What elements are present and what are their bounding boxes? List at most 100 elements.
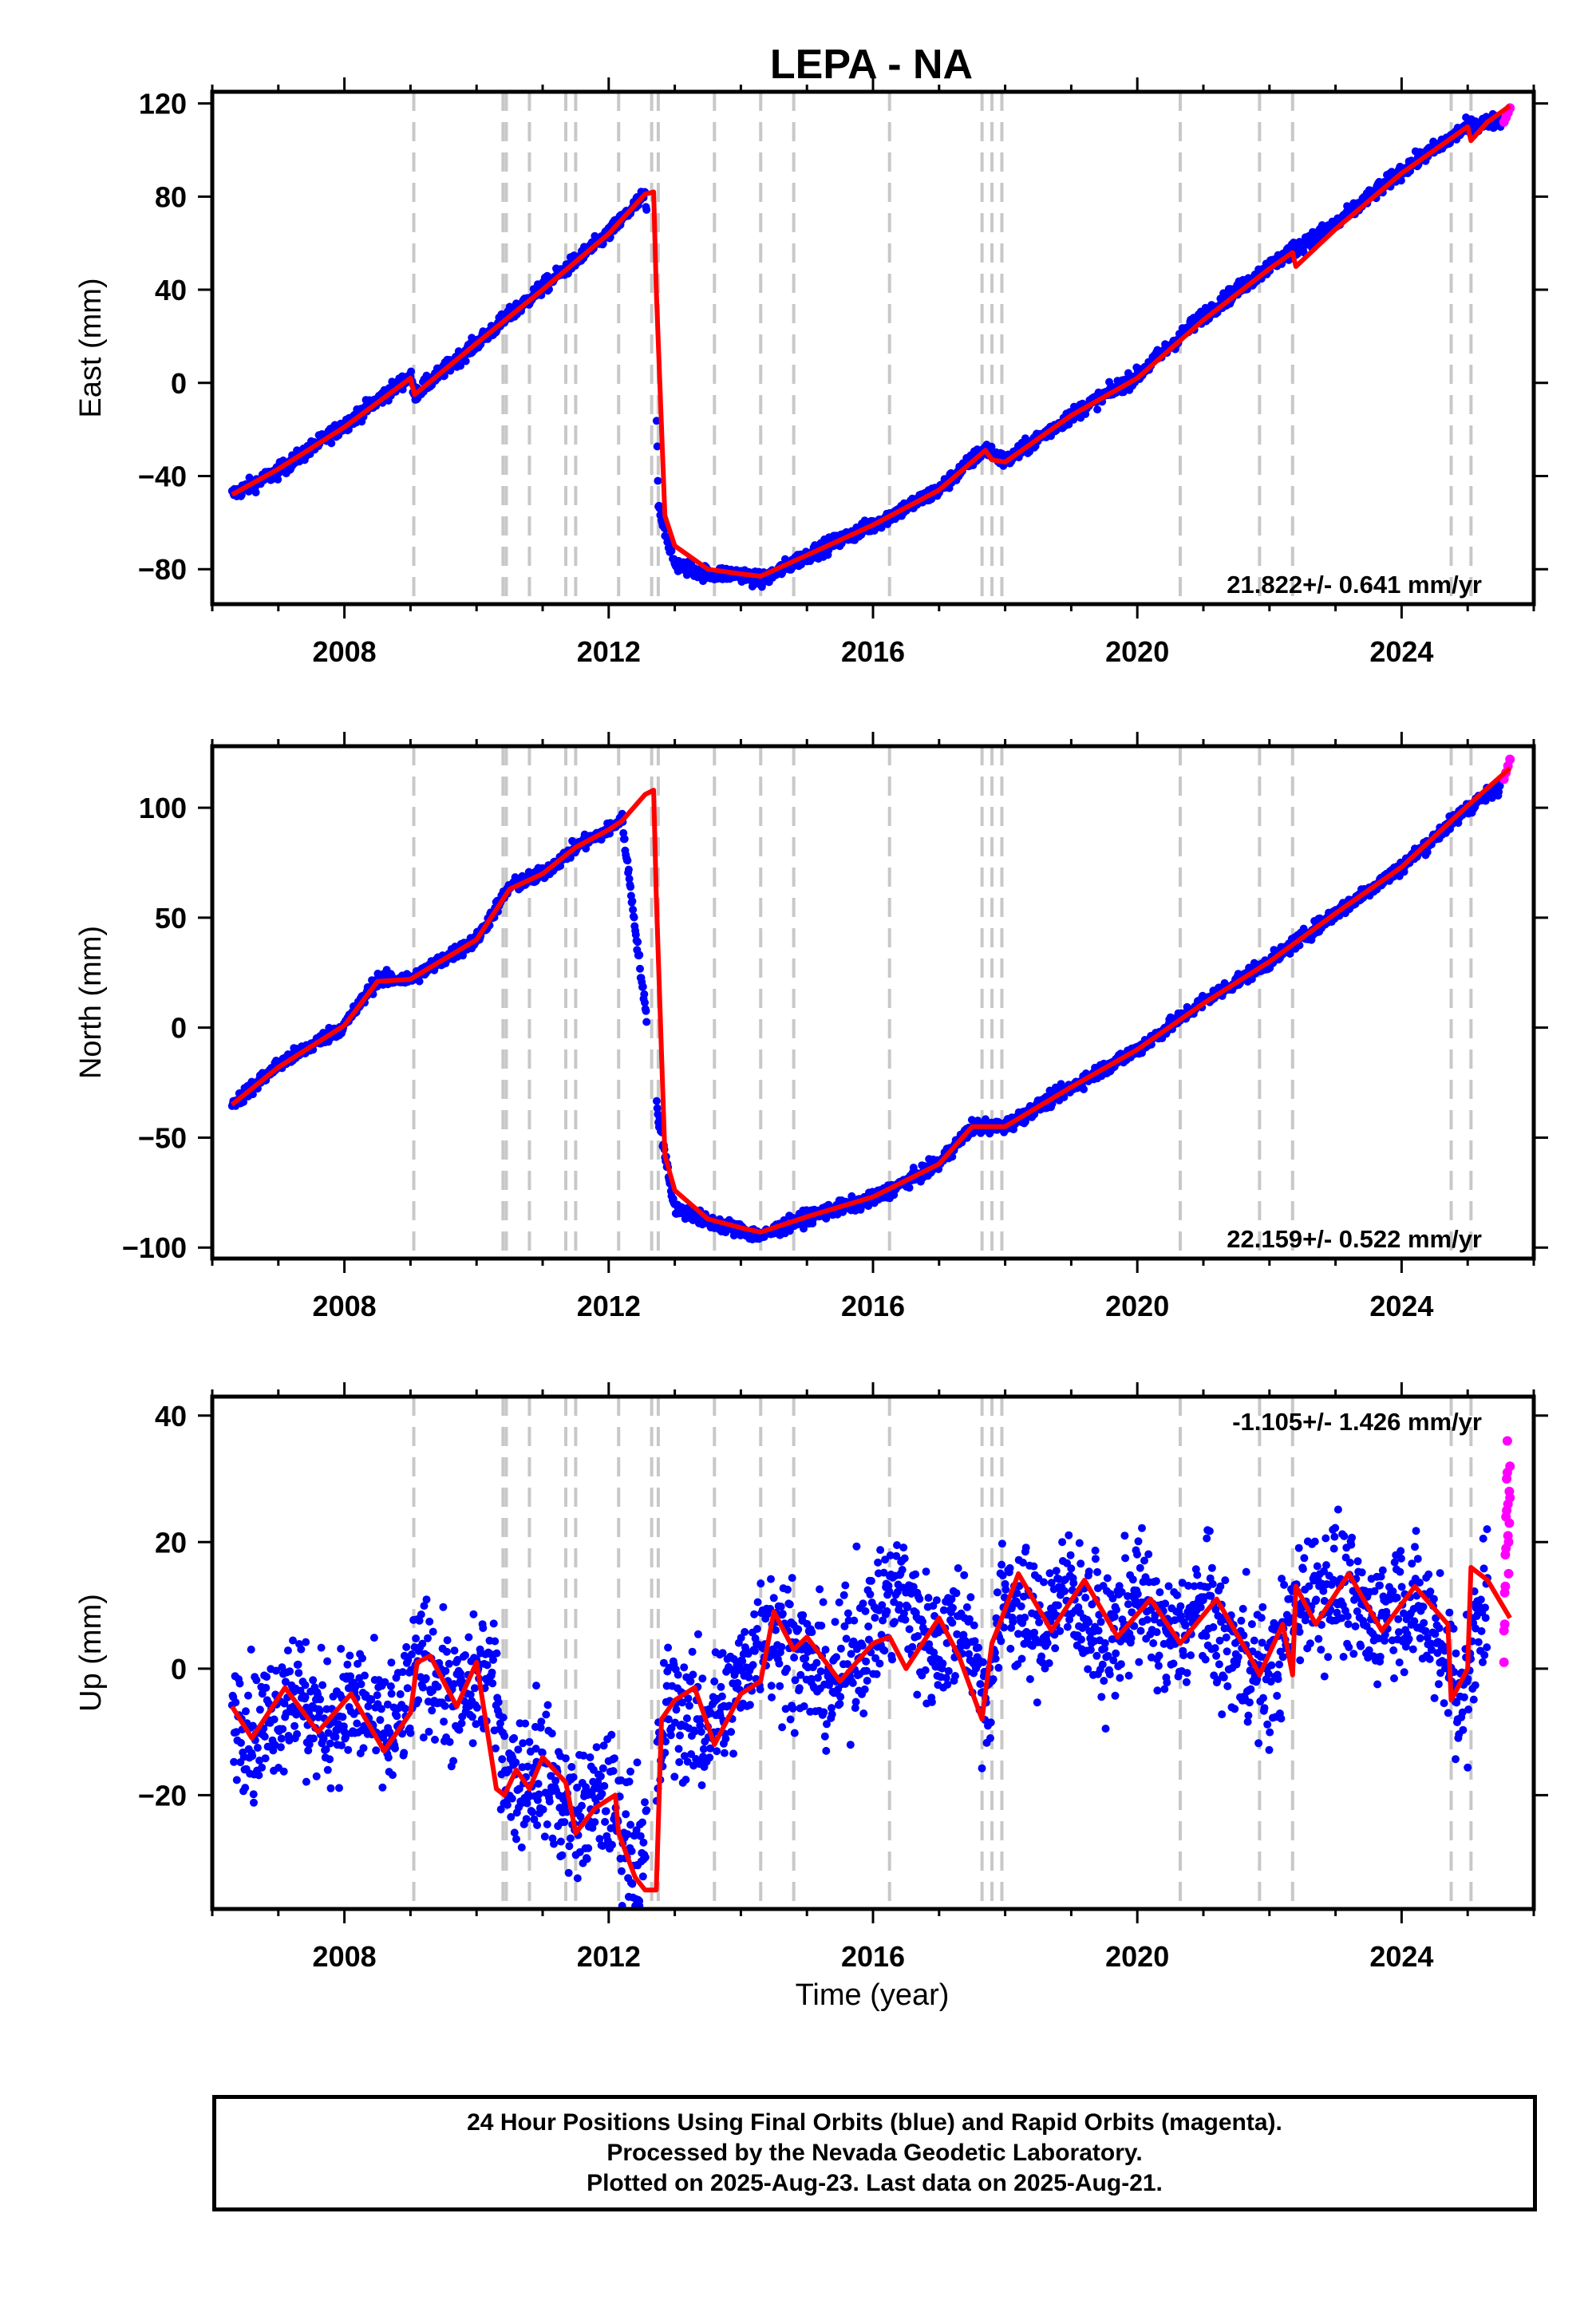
final-orbit-point [235, 1679, 244, 1688]
final-orbit-point [247, 1645, 255, 1654]
final-orbit-point [337, 1645, 346, 1653]
final-orbit-point [279, 1767, 288, 1776]
y-tick-label: −100 [122, 1231, 187, 1264]
final-orbit-point [626, 883, 635, 891]
final-orbit-point [317, 1643, 326, 1652]
final-orbit-point [419, 1683, 427, 1692]
final-orbit-point [414, 1696, 423, 1705]
final-orbit-point [470, 1684, 479, 1693]
final-orbit-point [255, 1705, 264, 1714]
final-orbit-point [372, 1746, 381, 1755]
final-orbit-point [353, 1719, 361, 1728]
east-final-orbits-points [227, 109, 1505, 591]
final-orbit-point [433, 1682, 442, 1691]
final-orbit-point [331, 1733, 340, 1741]
final-orbit-point [628, 897, 637, 906]
final-orbit-point [503, 1800, 512, 1809]
final-orbit-point [283, 1646, 292, 1655]
chart-title: LEPA - NA [770, 41, 973, 88]
final-orbit-point [391, 1744, 399, 1753]
final-orbit-point [540, 1832, 549, 1841]
north-y-axis-label: North (mm) [74, 926, 108, 1079]
x-tick-label: 2016 [841, 1290, 905, 1322]
y-tick-label: 50 [155, 902, 187, 935]
final-orbit-point [359, 1744, 368, 1753]
north-plot-frame [210, 744, 1536, 1261]
final-orbit-point [499, 1713, 508, 1722]
final-orbit-point [545, 1797, 554, 1806]
final-orbit-point [489, 1619, 498, 1628]
y-tick-label: −40 [138, 460, 187, 493]
final-orbit-point [488, 1679, 497, 1688]
final-orbit-point [449, 1757, 458, 1765]
final-orbit-point [396, 1690, 405, 1698]
final-orbit-point [302, 1638, 310, 1646]
final-orbit-point [424, 1634, 432, 1642]
final-orbit-point [293, 1729, 302, 1738]
final-orbit-point [417, 1611, 425, 1618]
final-orbit-point [642, 1018, 651, 1026]
final-orbit-point [326, 1739, 334, 1748]
final-orbit-point [521, 1719, 530, 1728]
final-orbit-point [309, 1734, 318, 1743]
final-orbit-point [469, 1610, 478, 1618]
final-orbit-point [338, 1741, 346, 1749]
final-orbit-point [642, 1006, 650, 1015]
final-orbit-point [401, 1704, 409, 1713]
final-orbit-point [1021, 434, 1029, 443]
final-orbit-point [638, 982, 647, 991]
x-tick-label: 2024 [1369, 635, 1433, 668]
final-orbit-point [551, 1777, 560, 1785]
final-orbit-point [652, 1097, 661, 1105]
final-orbit-point [429, 1627, 437, 1636]
x-tick-label: 2012 [577, 1290, 641, 1322]
final-orbit-point [479, 1624, 488, 1632]
final-orbit-point [444, 1659, 453, 1668]
final-orbit-point [528, 1808, 537, 1816]
final-orbit-point [542, 1710, 551, 1719]
final-orbit-point [290, 1721, 299, 1730]
rapid-orbit-point [1505, 754, 1515, 765]
final-orbit-point [326, 1784, 335, 1792]
final-orbit-point [494, 1697, 503, 1706]
final-orbit-point [445, 1737, 454, 1746]
final-orbit-point [635, 951, 644, 959]
final-orbit-point [241, 1784, 250, 1792]
x-tick-label: 2016 [841, 635, 905, 668]
final-orbit-point [456, 362, 464, 370]
final-orbit-point [630, 913, 638, 922]
final-orbit-point [344, 1745, 353, 1754]
x-tick-label: 2024 [1369, 1290, 1433, 1322]
final-orbit-point [260, 1733, 269, 1741]
final-orbit-point [439, 1603, 448, 1611]
final-orbit-point [231, 1698, 240, 1707]
final-orbit-point [442, 1647, 451, 1656]
final-orbit-point [316, 1695, 325, 1704]
final-orbit-point [378, 1783, 387, 1792]
y-tick-label: 0 [171, 1012, 187, 1045]
final-orbit-point [373, 1691, 381, 1700]
north-model-fit-line [230, 766, 1512, 1235]
final-orbit-point [642, 205, 651, 214]
final-orbit-point [653, 442, 662, 451]
final-orbit-point [443, 1636, 452, 1645]
y-tick-label: 0 [171, 367, 187, 400]
final-orbit-point [468, 1713, 476, 1721]
final-orbit-point [261, 1754, 270, 1763]
final-orbit-point [514, 1745, 523, 1754]
final-orbit-point [276, 1743, 285, 1752]
final-orbit-point [294, 1669, 303, 1678]
final-orbit-point [323, 1657, 332, 1666]
final-orbit-point [440, 1717, 448, 1726]
final-orbit-point [270, 1715, 279, 1724]
final-orbit-point [369, 1634, 378, 1642]
final-orbit-point [232, 1776, 241, 1784]
east-model-fit-line [231, 104, 1511, 579]
final-orbit-point [318, 1681, 327, 1690]
final-orbit-point [472, 1703, 481, 1712]
